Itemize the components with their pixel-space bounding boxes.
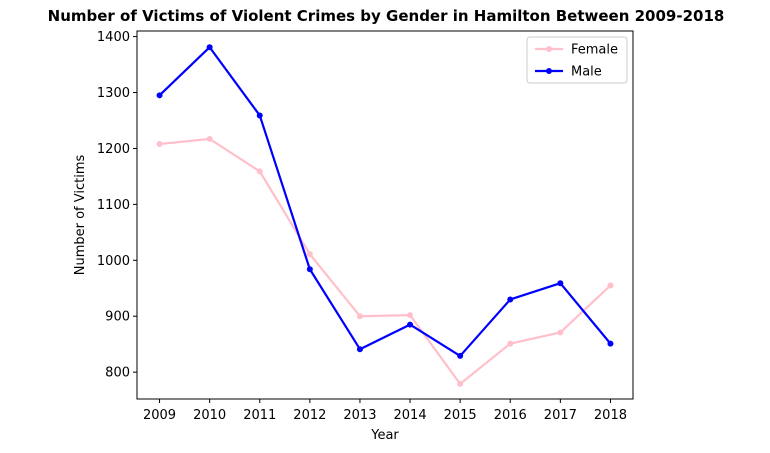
data-point-male: [356, 346, 363, 353]
data-point-male: [256, 112, 263, 119]
data-point-male: [457, 352, 464, 359]
x-tick-label: 2016: [494, 408, 527, 423]
y-axis-label: Number of Victims: [73, 155, 88, 276]
data-point-female: [457, 380, 464, 387]
series-line-female: [158, 137, 612, 385]
data-point-female: [156, 140, 163, 147]
data-point-male: [507, 296, 514, 303]
y-tick-label: 1000: [97, 254, 130, 269]
series-female: [156, 135, 614, 387]
x-tick-label: 2015: [444, 408, 477, 423]
data-point-female: [557, 329, 564, 336]
data-point-female: [256, 168, 263, 175]
series-layer: [156, 44, 614, 387]
y-tick-label: 1400: [97, 30, 130, 45]
x-axis-label: Year: [370, 428, 399, 443]
series-line-male: [158, 46, 612, 358]
x-tick-label: 2017: [544, 408, 577, 423]
chart-title: Number of Victims of Violent Crimes by G…: [48, 7, 725, 25]
x-tick-label: 2018: [594, 408, 627, 423]
data-point-female: [206, 135, 213, 142]
y-tick-label: 800: [105, 366, 130, 381]
data-point-female: [356, 313, 363, 320]
legend-label-male: Male: [571, 65, 602, 80]
data-point-male: [607, 340, 614, 347]
x-tick-label: 2014: [394, 408, 427, 423]
y-tick-label: 1100: [97, 198, 130, 213]
axis-ticks: 2009 2010 2011 2012 2013 2014 2015 2016 2017 2018…: [97, 30, 627, 423]
y-tick-label: 1300: [97, 86, 130, 101]
data-point-male: [306, 266, 313, 273]
legend-marker-female: [546, 46, 552, 52]
data-point-female: [306, 251, 313, 258]
plot-area: [136, 30, 634, 400]
data-point-male: [407, 321, 414, 328]
legend-marker-male: [546, 68, 552, 74]
data-point-male: [557, 280, 564, 287]
y-tick-label: 1200: [97, 142, 130, 157]
x-tick-label: 2010: [193, 408, 226, 423]
legend: Female Male: [526, 36, 628, 84]
x-tick-label: 2013: [343, 408, 376, 423]
data-point-female: [607, 282, 614, 289]
data-point-female: [407, 312, 414, 319]
y-tick-label: 900: [105, 310, 130, 325]
data-point-female: [507, 340, 514, 347]
x-tick-label: 2011: [243, 408, 276, 423]
data-point-male: [206, 44, 213, 51]
x-tick-label: 2009: [143, 408, 176, 423]
data-point-male: [156, 92, 163, 99]
series-male: [156, 44, 614, 359]
legend-label-female: Female: [571, 43, 618, 58]
x-tick-label: 2012: [293, 408, 326, 423]
